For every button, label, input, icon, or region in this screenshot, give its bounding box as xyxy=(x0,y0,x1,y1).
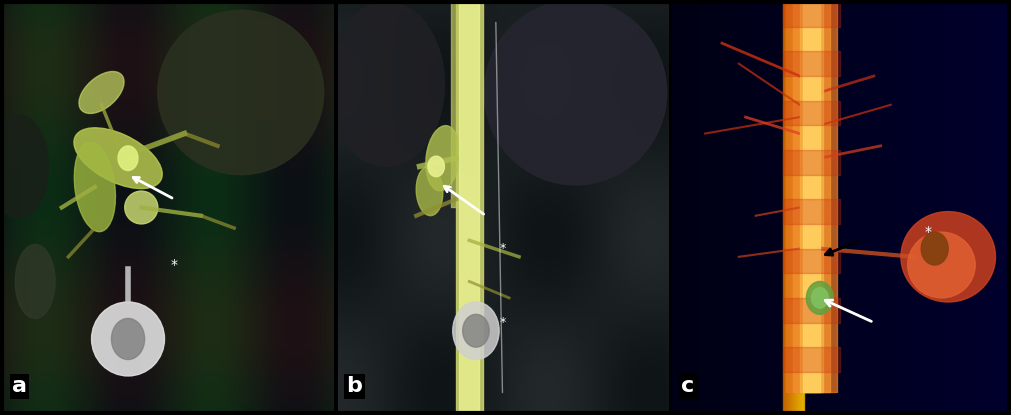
Circle shape xyxy=(807,281,833,314)
Ellipse shape xyxy=(428,156,445,177)
Text: *: * xyxy=(924,225,931,239)
Ellipse shape xyxy=(417,166,443,216)
Circle shape xyxy=(812,288,828,308)
Ellipse shape xyxy=(329,2,445,166)
Ellipse shape xyxy=(124,191,158,224)
Ellipse shape xyxy=(74,142,115,232)
Ellipse shape xyxy=(921,232,948,265)
Ellipse shape xyxy=(484,0,666,185)
Ellipse shape xyxy=(426,126,460,191)
Text: *: * xyxy=(499,242,506,255)
Ellipse shape xyxy=(15,244,55,318)
Ellipse shape xyxy=(118,146,137,171)
Text: *: * xyxy=(499,316,506,329)
Ellipse shape xyxy=(901,212,996,302)
Circle shape xyxy=(463,314,489,347)
Ellipse shape xyxy=(74,128,162,188)
Ellipse shape xyxy=(79,71,124,113)
Ellipse shape xyxy=(0,115,49,218)
Ellipse shape xyxy=(111,318,145,359)
Circle shape xyxy=(453,302,499,359)
Text: a: a xyxy=(12,376,27,396)
Ellipse shape xyxy=(92,302,165,376)
Text: b: b xyxy=(347,376,363,396)
Text: *: * xyxy=(171,258,178,272)
Text: c: c xyxy=(681,376,695,396)
Ellipse shape xyxy=(908,232,976,298)
Ellipse shape xyxy=(158,10,324,175)
